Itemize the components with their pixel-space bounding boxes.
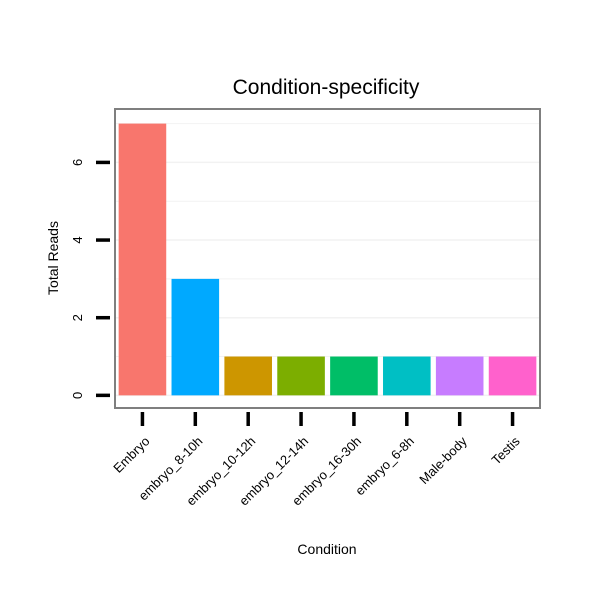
y-axis-title: Total Reads	[45, 221, 61, 295]
x-tick-label: Embryo	[110, 434, 152, 476]
y-tick-label: 0	[70, 392, 85, 399]
y-tick-label: 4	[70, 236, 85, 243]
x-axis: Embryoembryo_8-10hembryo_10-12hembryo_12…	[110, 412, 523, 509]
bar	[224, 356, 272, 396]
bar	[383, 356, 431, 396]
y-axis: 0 2 4 6	[70, 159, 110, 399]
bar	[118, 123, 167, 396]
y-tick-label: 2	[70, 314, 85, 321]
bar	[277, 356, 325, 396]
chart-title: Condition-specificity	[233, 76, 420, 99]
bar	[330, 356, 378, 396]
y-tick-label: 6	[70, 159, 85, 166]
bar	[488, 356, 537, 396]
x-tick-label: Male-body	[416, 433, 470, 487]
x-axis-title: Condition	[297, 541, 356, 557]
plot-panel-border	[114, 108, 541, 409]
bar	[171, 278, 220, 396]
bar	[435, 356, 484, 396]
bars	[118, 123, 537, 396]
x-tick-label: Testis	[489, 433, 523, 467]
